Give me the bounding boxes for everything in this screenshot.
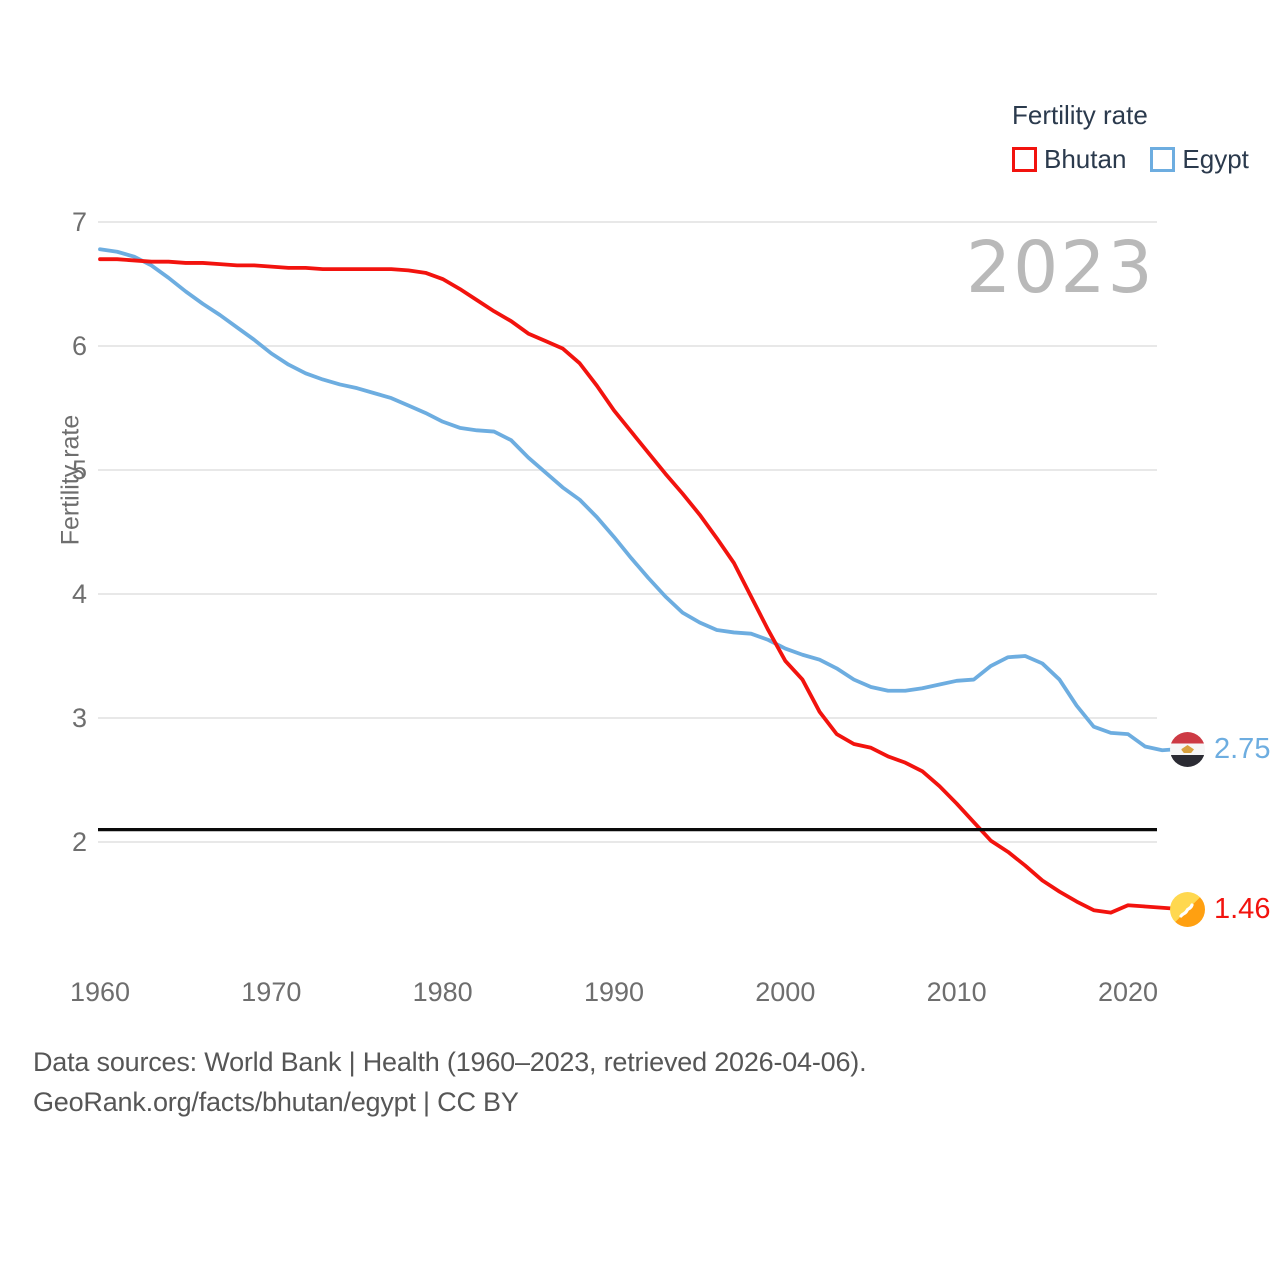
legend-item-egypt: Egypt <box>1150 144 1249 175</box>
egypt-flag-icon <box>1170 731 1205 767</box>
x-tick-label: 1970 <box>241 977 301 1007</box>
y-tick-label: 6 <box>72 331 87 361</box>
chart-legend: Fertility rate Bhutan Egypt <box>1012 100 1249 175</box>
bhutan-end-label: 1.46 <box>1170 891 1270 927</box>
egypt-eagle-emblem-icon <box>1181 745 1194 753</box>
license-line: GeoRank.org/facts/bhutan/egypt | CC BY <box>33 1087 519 1117</box>
bhutan-end-value: 1.46 <box>1214 892 1271 925</box>
data-sources-line: Data sources: World Bank | Health (1960–… <box>33 1047 867 1077</box>
x-tick-label: 2000 <box>755 977 815 1007</box>
legend-title: Fertility rate <box>1012 100 1148 130</box>
y-axis-title: Fertility rate <box>56 414 85 546</box>
y-tick-label: 7 <box>72 207 87 237</box>
egypt-end-label: 2.75 <box>1170 731 1270 767</box>
x-tick-label: 1960 <box>70 977 130 1007</box>
y-tick-label: 2 <box>72 827 87 857</box>
x-tick-label: 2020 <box>1098 977 1158 1007</box>
bhutan-flag-icon <box>1170 891 1205 927</box>
legend-label-egypt: Egypt <box>1182 144 1249 174</box>
y-tick-label: 5 <box>72 455 87 485</box>
bhutan-swatch-icon <box>1012 147 1037 172</box>
legend-label-bhutan: Bhutan <box>1044 144 1127 174</box>
egypt-end-value: 2.75 <box>1214 732 1271 765</box>
egypt-swatch-icon <box>1150 147 1176 172</box>
year-watermark: 2023 <box>966 226 1155 309</box>
bhutan-dragon-icon <box>1179 902 1194 918</box>
y-tick-label: 4 <box>72 579 87 609</box>
x-tick-label: 1990 <box>584 977 644 1007</box>
x-tick-label: 1980 <box>413 977 473 1007</box>
legend-item-bhutan: Bhutan <box>1012 144 1126 175</box>
source-attribution: Data sources: World Bank | Health (1960–… <box>33 1042 867 1122</box>
x-tick-label: 2010 <box>927 977 987 1007</box>
bhutan-series-line <box>98 257 1182 915</box>
y-tick-label: 3 <box>72 703 87 733</box>
legend-row: Bhutan Egypt <box>1012 144 1249 175</box>
egypt-series-line <box>98 247 1182 753</box>
